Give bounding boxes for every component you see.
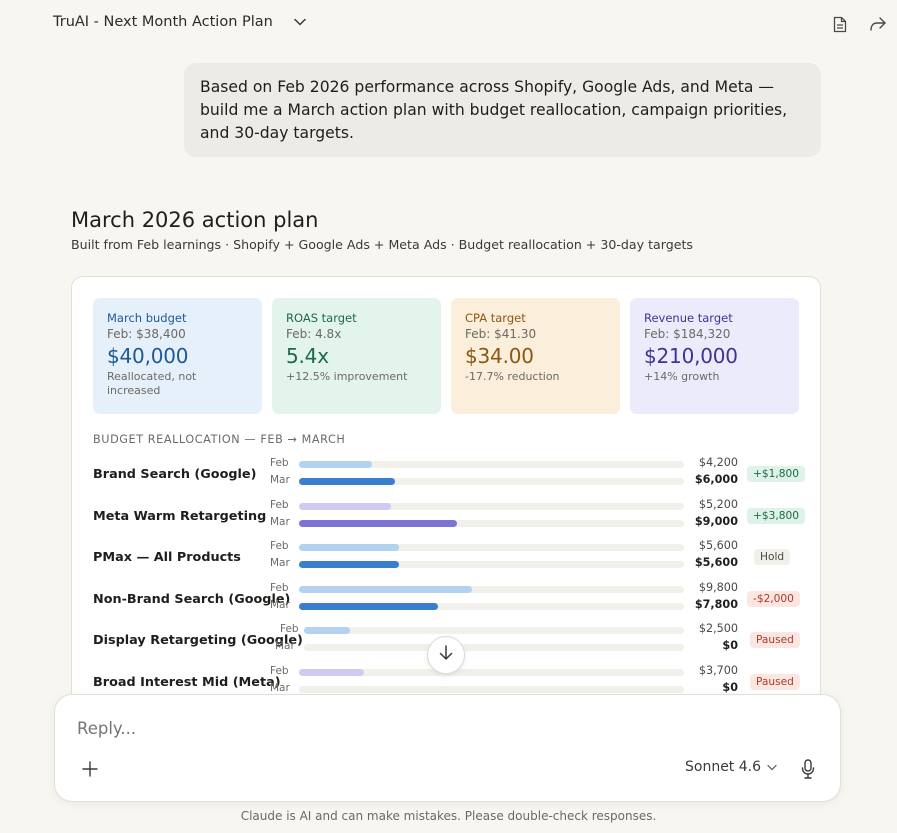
feb-bar-fill [304, 627, 350, 634]
change-badge: +$1,800 [747, 466, 805, 482]
feb-label: Feb [270, 582, 289, 594]
conversation-title-menu[interactable]: TruAI - Next Month Action Plan [53, 13, 311, 31]
chevron-down-icon [289, 13, 311, 31]
change-badge: Hold [754, 549, 791, 565]
top-bar: TruAI - Next Month Action Plan [0, 0, 897, 46]
mar-label: Mar [270, 682, 290, 694]
feb-bar-track [304, 627, 684, 634]
reply-composer: Sonnet 4.6 [54, 694, 841, 802]
mar-amount: $5,600 [694, 556, 738, 569]
mar-bar-track [299, 520, 684, 527]
kpi-value: $40,000 [107, 344, 189, 368]
kpi-feb-value: Feb: $184,320 [644, 327, 731, 341]
kpi-note: +14% growth [644, 370, 720, 383]
kpi-value: 5.4x [286, 344, 329, 368]
kpi-card-revenue-target: Revenue target Feb: $184,320 $210,000 +1… [630, 298, 799, 414]
change-badge: +$3,800 [747, 508, 805, 524]
kpi-card-roas-target: ROAS target Feb: 4.8x 5.4x +12.5% improv… [272, 298, 441, 414]
change-badge: Paused [750, 632, 800, 648]
kpi-feb-value: Feb: $38,400 [107, 327, 186, 341]
plus-icon[interactable] [79, 758, 101, 780]
feb-label: Feb [270, 665, 289, 677]
feb-bar-fill [299, 586, 472, 593]
mar-amount: $6,000 [694, 473, 738, 486]
feb-bar-fill [299, 461, 372, 468]
feb-bar-fill [299, 544, 399, 551]
mar-bar-fill [299, 520, 457, 527]
feb-bar-track [299, 586, 684, 593]
mar-amount: $0 [722, 681, 738, 694]
campaign-name: PMax — All Products [93, 550, 241, 565]
campaign-name: Display Retargeting (Google) [93, 633, 303, 648]
campaign-name: Broad Interest Mid (Meta) [93, 675, 281, 690]
kpi-label: ROAS target [286, 311, 357, 325]
user-message: Based on Feb 2026 performance across Sho… [184, 63, 821, 157]
share-icon[interactable] [868, 14, 888, 34]
mar-amount: $9,000 [694, 515, 738, 528]
campaign-name: Brand Search (Google) [93, 467, 257, 482]
microphone-icon[interactable] [797, 758, 819, 780]
feb-bar-track [299, 669, 684, 676]
mar-bar-track [299, 478, 684, 485]
feb-label: Feb [280, 623, 299, 635]
model-name: Sonnet 4.6 [685, 759, 762, 775]
feb-label: Feb [270, 457, 289, 469]
feb-bar-track [299, 503, 684, 510]
kpi-feb-value: Feb: $41.30 [465, 327, 537, 341]
kpi-note: -17.7% reduction [465, 370, 560, 383]
chevron-down-icon [767, 759, 777, 775]
mar-label: Mar [270, 516, 290, 528]
scroll-down-button[interactable] [427, 636, 465, 674]
mar-bar-fill [299, 561, 399, 568]
model-selector[interactable]: Sonnet 4.6 [685, 759, 777, 775]
mar-label: Mar [270, 557, 290, 569]
kpi-note: Reallocated, not increased [107, 370, 197, 397]
mar-amount: $0 [722, 639, 738, 652]
mar-label: Mar [270, 474, 290, 486]
feb-amount: $2,500 [698, 622, 738, 635]
mar-label: Mar [275, 640, 295, 652]
conversation-title: TruAI - Next Month Action Plan [53, 14, 273, 30]
arrow-down-icon [439, 645, 453, 665]
feb-label: Feb [270, 499, 289, 511]
change-badge: Paused [750, 674, 800, 690]
feb-bar-fill [299, 669, 364, 676]
mar-bar-track [304, 644, 684, 651]
kpi-card-march-budget: March budget Feb: $38,400 $40,000 Reallo… [93, 298, 262, 414]
feb-amount: $9,800 [698, 581, 738, 594]
mar-bar-track [299, 603, 684, 610]
feb-amount: $5,200 [698, 498, 738, 511]
kpi-card-cpa-target: CPA target Feb: $41.30 $34.00 -17.7% red… [451, 298, 620, 414]
mar-bar-track [299, 686, 684, 693]
feb-bar-fill [299, 503, 391, 510]
mar-amount: $7,800 [694, 598, 738, 611]
mar-label: Mar [270, 599, 290, 611]
feb-label: Feb [270, 540, 289, 552]
feb-amount: $4,200 [698, 456, 738, 469]
mar-bar-track [299, 561, 684, 568]
feb-bar-track [299, 461, 684, 468]
change-badge: -$2,000 [747, 591, 800, 607]
feb-bar-track [299, 544, 684, 551]
kpi-label: Revenue target [644, 311, 733, 325]
feb-amount: $3,700 [698, 664, 738, 677]
response-subtitle: Built from Feb learnings · Shopify + Goo… [71, 237, 693, 252]
mar-bar-fill [299, 603, 438, 610]
campaign-name: Non-Brand Search (Google) [93, 592, 291, 607]
kpi-label: March budget [107, 311, 187, 325]
kpi-label: CPA target [465, 311, 526, 325]
reply-input[interactable] [77, 719, 677, 738]
campaign-name: Meta Warm Retargeting [93, 509, 267, 524]
disclaimer-text: Claude is AI and can make mistakes. Plea… [240, 809, 657, 823]
feb-amount: $5,600 [698, 539, 738, 552]
kpi-feb-value: Feb: 4.8x [286, 327, 342, 341]
budget-reallocation-heading: BUDGET REALLOCATION — FEB → MARCH [93, 433, 346, 446]
kpi-note: +12.5% improvement [286, 370, 408, 383]
response-title: March 2026 action plan [71, 208, 319, 232]
kpi-value: $210,000 [644, 344, 738, 368]
document-icon[interactable] [830, 14, 850, 34]
kpi-value: $34.00 [465, 344, 534, 368]
action-plan-card: March budget Feb: $38,400 $40,000 Reallo… [71, 276, 821, 716]
mar-bar-fill [299, 478, 395, 485]
